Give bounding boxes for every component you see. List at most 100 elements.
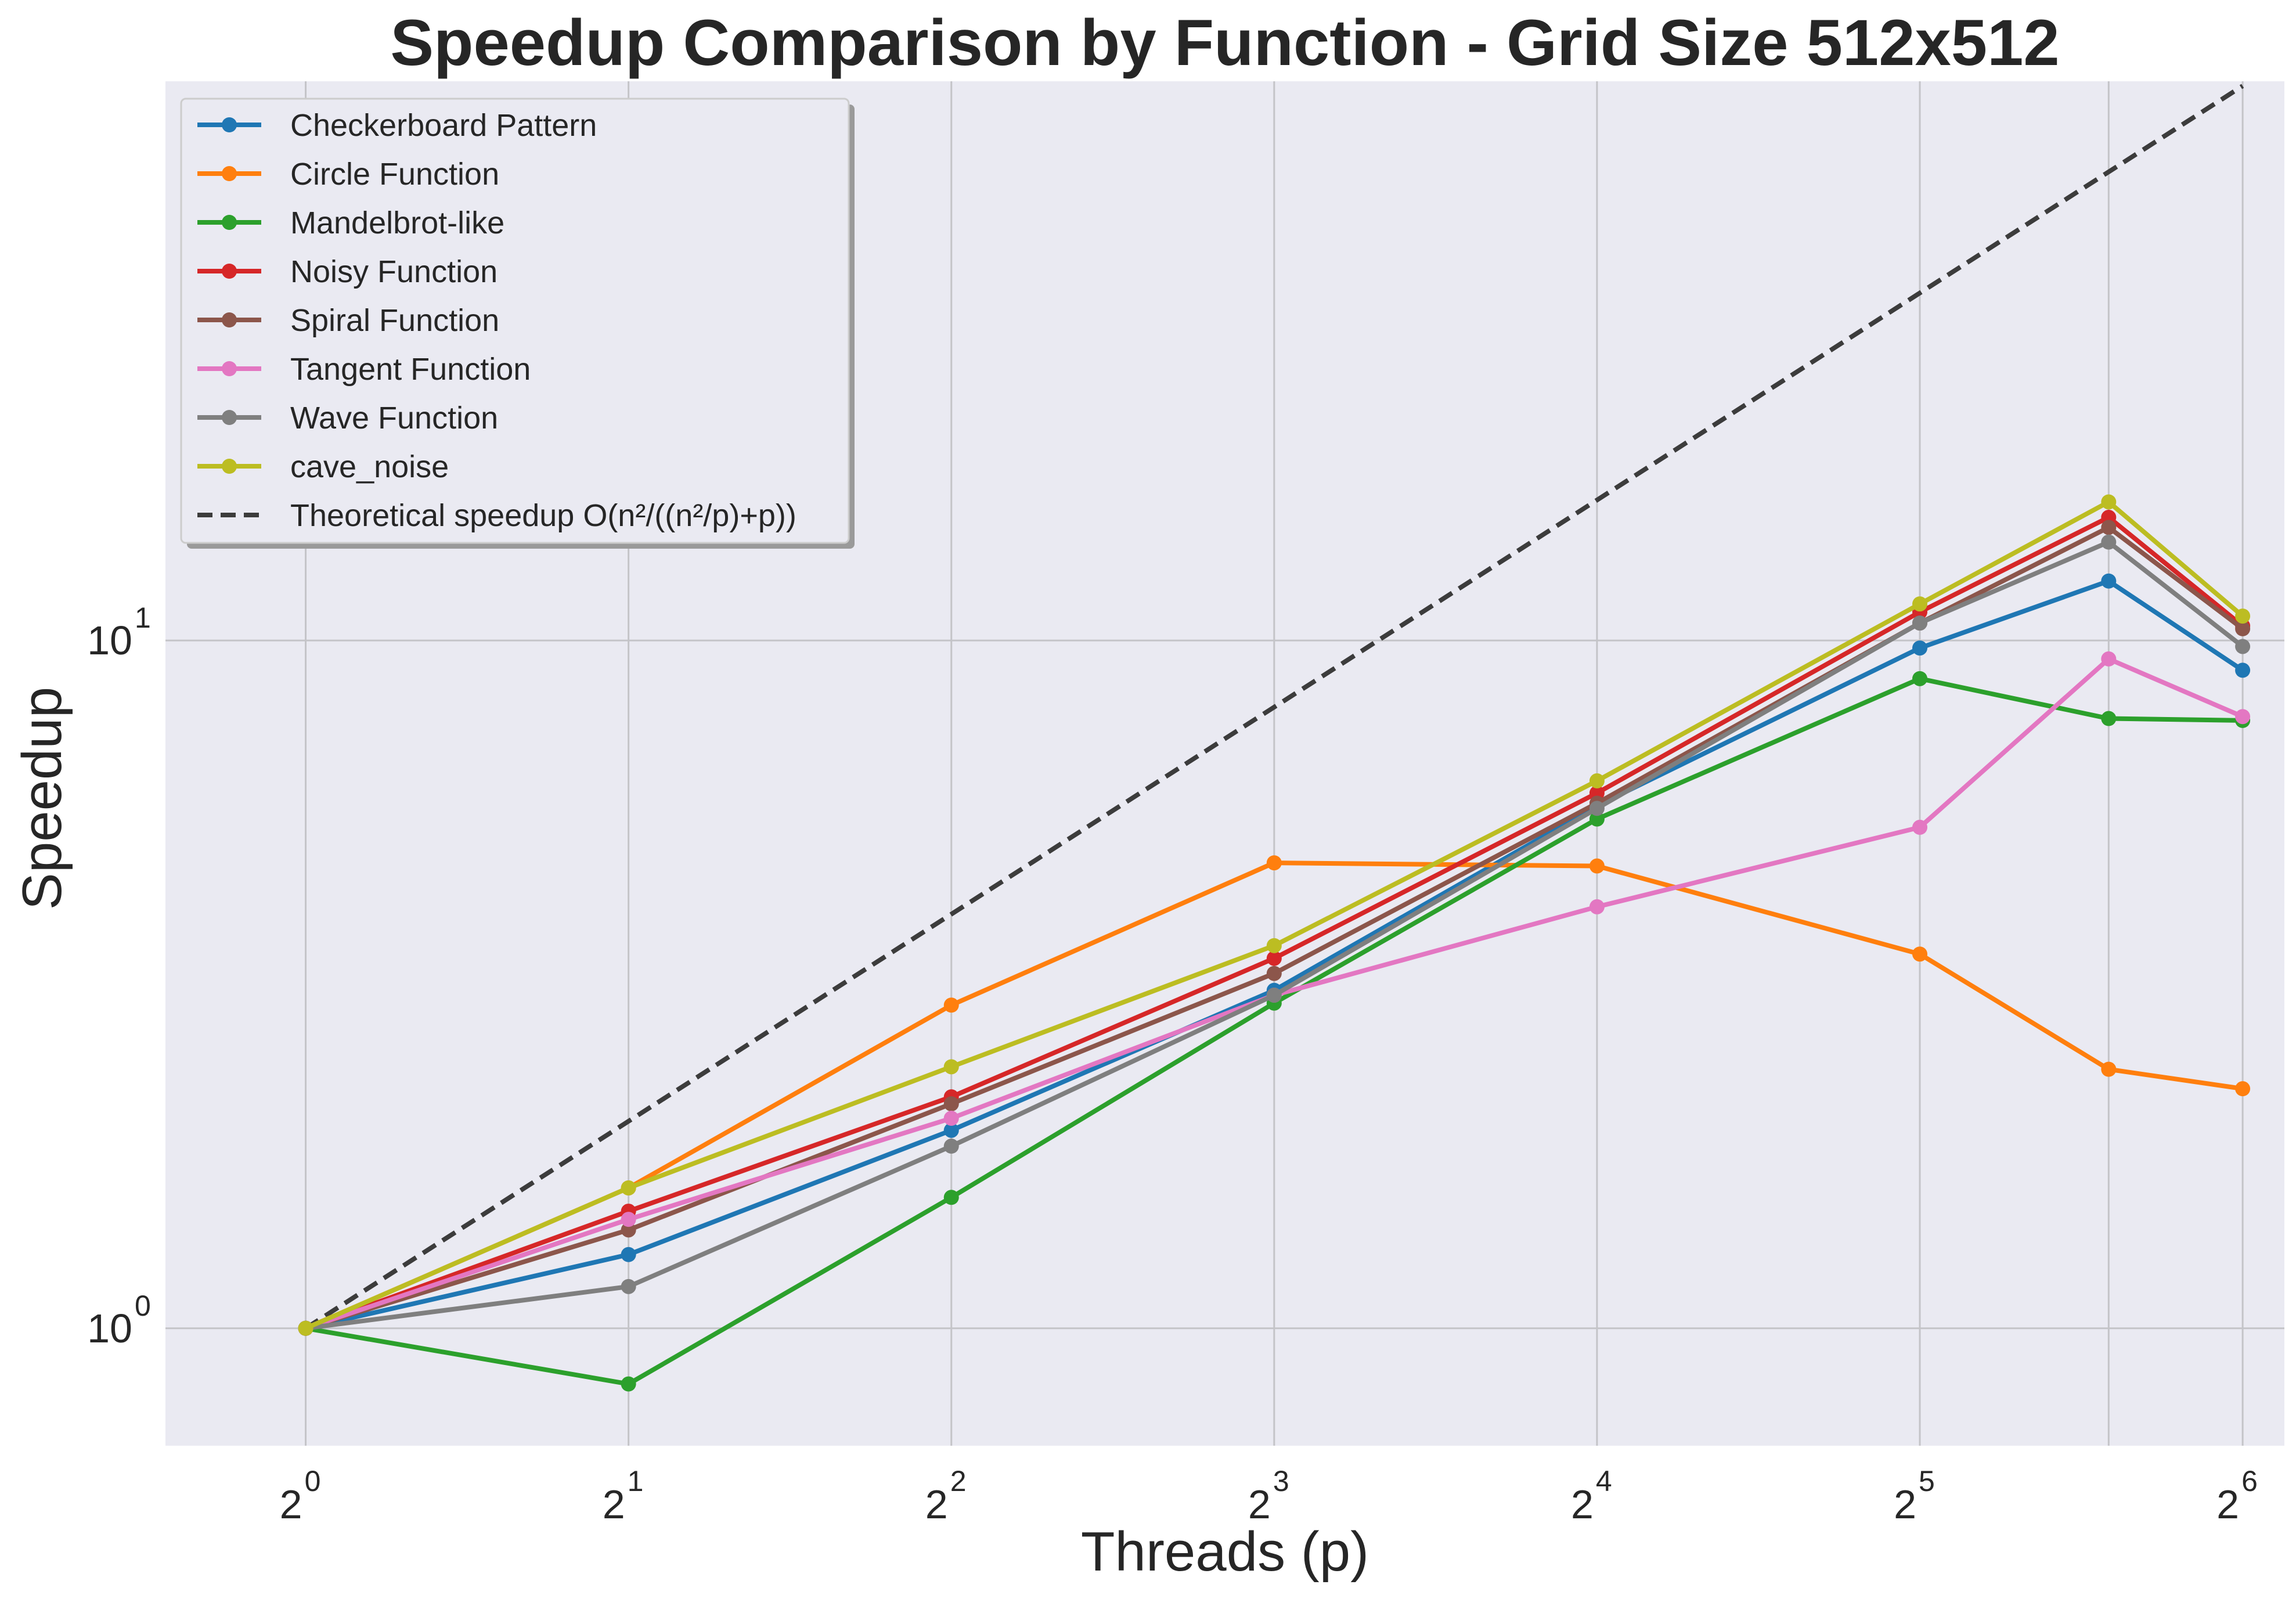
legend-item: Wave Function [197, 401, 498, 435]
series-cave-noise [298, 494, 2251, 1336]
legend-label: Tangent Function [290, 352, 531, 387]
legend-label: Checkerboard Pattern [290, 108, 597, 143]
x-axis-label: Threads (p) [1081, 1521, 1369, 1583]
data-point [1589, 773, 1605, 788]
x-tick-label: 2 [280, 1482, 302, 1527]
legend-item: Theoretical speedup O(n²/((n²/p)+p)) [197, 498, 796, 533]
series-line [304, 499, 2244, 1331]
data-point [2235, 709, 2251, 725]
data-point [1266, 950, 1282, 966]
y-axis-label: Speedup [11, 687, 73, 910]
data-point [943, 1111, 959, 1126]
data-point [621, 1376, 636, 1392]
legend-marker [222, 312, 237, 327]
data-point [1589, 801, 1605, 816]
series-line [305, 525, 2244, 1331]
x-tick-exponent: 6 [2241, 1465, 2258, 1497]
legend-marker [222, 215, 237, 230]
legend-item: Checkerboard Pattern [197, 108, 597, 143]
legend-item: Noisy Function [197, 254, 498, 289]
legend-marker [222, 361, 237, 376]
data-point [2101, 651, 2117, 667]
chart-title: Speedup Comparison by Function - Grid Si… [390, 6, 2059, 79]
x-tick-exponent: 0 [305, 1465, 321, 1497]
series-line [305, 515, 2244, 1331]
data-point [1589, 811, 1605, 827]
data-point [2101, 520, 2117, 535]
data-point [943, 1139, 959, 1154]
data-point [943, 1096, 959, 1112]
theoretical-layer [304, 84, 2244, 1331]
series-line [305, 656, 2244, 1331]
legend-label: cave_noise [290, 449, 449, 484]
data-point [2101, 711, 2117, 726]
data-point [2235, 608, 2251, 624]
legend-marker [222, 264, 237, 279]
data-point [621, 1279, 636, 1294]
legend-label: Circle Function [290, 157, 499, 192]
x-tick-label: 2 [1248, 1482, 1271, 1527]
theoretical-speedup-line [304, 84, 2244, 1331]
data-point [1589, 858, 1605, 874]
data-point [1912, 671, 1928, 686]
legend-item: Circle Function [197, 157, 499, 192]
legend-label: Mandelbrot-like [290, 206, 504, 240]
data-point [1266, 855, 1282, 871]
legend: Checkerboard Pattern Circle Function Mande… [180, 98, 855, 549]
data-point [2101, 494, 2117, 510]
data-point [298, 1320, 313, 1336]
data-point [2101, 1061, 2117, 1077]
legend-entries: Checkerboard Pattern Circle Function Mande… [197, 108, 796, 533]
legend-label: Noisy Function [290, 254, 498, 289]
legend-marker [222, 459, 237, 474]
series-layer [298, 494, 2251, 1392]
data-point [1912, 596, 1928, 612]
legend-item: Spiral Function [197, 303, 499, 338]
data-point [621, 1212, 636, 1227]
x-tick-exponent: 5 [1919, 1465, 1935, 1497]
data-point [2235, 621, 2251, 636]
legend-marker [222, 410, 237, 425]
data-point [1266, 988, 1282, 1003]
grid-layer [165, 81, 2284, 1446]
legend-item: cave_noise [197, 449, 449, 484]
data-point [2235, 639, 2251, 654]
data-point [1266, 966, 1282, 981]
data-point [1912, 615, 1928, 631]
data-point [1912, 946, 1928, 962]
x-tick-label: 2 [925, 1482, 948, 1527]
legend-box [180, 98, 850, 544]
legend-label: Theoretical speedup O(n²/((n²/p)+p)) [290, 498, 796, 533]
y-tick-exponent: 1 [135, 602, 151, 634]
data-point [1266, 938, 1282, 953]
legend-marker [222, 166, 237, 181]
data-point [943, 1059, 959, 1075]
legend-label: Wave Function [290, 401, 498, 435]
x-tick-label: 2 [1894, 1482, 1916, 1527]
data-point [943, 1190, 959, 1205]
data-point [621, 1247, 636, 1262]
y-tick-label: 10 [87, 618, 132, 663]
x-tick-label: 2 [2216, 1482, 2239, 1527]
data-point [1589, 899, 1605, 914]
data-point [2235, 662, 2251, 678]
series-line [305, 578, 2244, 1331]
data-point [2101, 573, 2117, 589]
data-point [1912, 640, 1928, 656]
data-point [1912, 819, 1928, 835]
data-point [621, 1180, 636, 1195]
x-tick-label: 2 [1571, 1482, 1594, 1527]
x-tick-exponent: 4 [1596, 1465, 1612, 1497]
legend-label: Spiral Function [290, 303, 499, 338]
x-tick-exponent: 1 [628, 1465, 644, 1497]
data-point [2235, 1081, 2251, 1097]
legend-item: Tangent Function [197, 352, 531, 387]
legend-marker [222, 117, 237, 132]
x-tick-exponent: 2 [950, 1465, 967, 1497]
y-tick-label: 10 [87, 1306, 132, 1351]
x-tick-exponent: 3 [1273, 1465, 1289, 1497]
data-point [943, 997, 959, 1013]
data-point [621, 1222, 636, 1238]
